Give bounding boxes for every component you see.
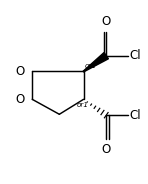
- Polygon shape: [83, 52, 108, 72]
- Text: O: O: [15, 93, 24, 106]
- Text: Cl: Cl: [129, 109, 141, 122]
- Text: Cl: Cl: [129, 49, 141, 62]
- Text: O: O: [102, 15, 111, 28]
- Text: or1: or1: [77, 102, 89, 108]
- Text: O: O: [102, 143, 111, 156]
- Text: or1: or1: [85, 63, 97, 69]
- Text: O: O: [15, 65, 24, 78]
